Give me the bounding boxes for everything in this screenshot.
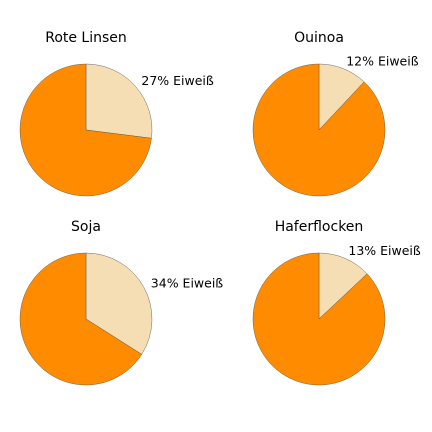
slice-label: 27% Eiweiß <box>141 73 214 88</box>
chart-title: Soja <box>71 219 101 235</box>
slice-label: 34% Eiweiß <box>151 275 224 290</box>
pie-slice-protein <box>85 63 153 139</box>
pie-chart-0: Rote Linsen 27% Eiweiß <box>19 30 214 197</box>
slice-label: 12% Eiweiß <box>346 53 419 68</box>
pie-slice-rest <box>19 252 143 386</box>
pie-slice-protein <box>85 252 153 355</box>
pie-chart-3: Haferflocken 13% Eiweiß <box>252 219 421 386</box>
chart-title: Haferflocken <box>275 219 364 235</box>
pie-slice-rest <box>252 63 386 197</box>
pie-slice-rest <box>252 252 386 386</box>
slice-label: 13% Eiweiß <box>348 243 421 258</box>
pie-slice-rest <box>19 63 152 197</box>
chart-title: Ouinoa <box>294 30 344 46</box>
pie-chart-2: Soja 34% Eiweiß <box>19 219 224 386</box>
chart-title: Rote Linsen <box>45 30 127 46</box>
